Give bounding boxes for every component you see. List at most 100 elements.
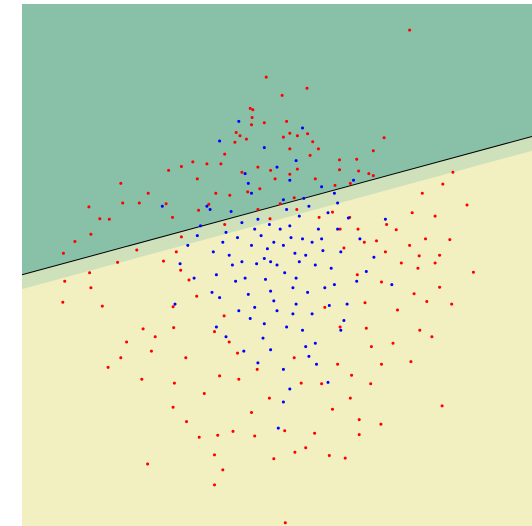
data-point-red <box>292 356 296 360</box>
data-point-blue <box>178 262 182 266</box>
data-point-blue <box>259 234 263 238</box>
data-point-red <box>179 165 183 168</box>
data-point-blue <box>332 283 336 287</box>
data-point-blue <box>210 290 214 294</box>
data-point-red <box>356 227 360 231</box>
data-point-blue <box>262 322 266 326</box>
data-point-blue <box>332 191 336 195</box>
data-point-red <box>213 483 216 487</box>
data-point-blue <box>336 201 340 205</box>
data-point-red <box>379 422 383 426</box>
data-point-blue <box>272 240 276 244</box>
data-point-blue <box>192 276 196 280</box>
data-point-red <box>258 187 262 191</box>
data-point-red <box>362 240 366 244</box>
data-point-red <box>369 382 373 386</box>
data-point-blue <box>221 240 225 244</box>
data-point-blue <box>237 119 241 123</box>
data-point-blue <box>256 361 260 365</box>
data-point-blue <box>306 290 310 294</box>
data-point-blue <box>218 139 222 143</box>
data-point-red <box>380 280 383 284</box>
data-point-blue <box>321 249 325 253</box>
data-point-red <box>465 203 469 207</box>
data-point-blue <box>208 208 212 211</box>
data-point-red <box>433 261 437 265</box>
data-point-blue <box>307 354 311 358</box>
data-point-blue <box>275 165 279 169</box>
data-point-blue <box>275 263 279 267</box>
data-point-red <box>391 341 395 345</box>
data-point-blue <box>294 159 298 163</box>
data-point-red <box>338 168 341 172</box>
data-point-red <box>195 294 199 298</box>
data-point-red <box>348 396 352 400</box>
data-point-red <box>162 259 165 263</box>
data-point-blue <box>230 263 234 267</box>
data-point-red <box>264 75 268 79</box>
data-point-blue <box>326 380 330 384</box>
data-point-blue <box>269 348 273 352</box>
data-point-red <box>255 367 259 371</box>
data-point-blue <box>310 240 314 244</box>
data-point-red <box>140 377 144 381</box>
data-point-red <box>135 248 139 252</box>
data-point-red <box>357 169 361 173</box>
data-point-red <box>338 227 342 231</box>
data-point-red <box>425 300 429 303</box>
data-point-blue <box>326 211 330 215</box>
data-point-red <box>357 418 361 422</box>
data-point-blue <box>224 335 228 339</box>
data-point-blue <box>339 328 343 332</box>
data-point-red <box>283 521 287 525</box>
data-point-red <box>197 435 201 439</box>
data-point-red <box>313 431 317 435</box>
data-point-blue <box>390 283 394 287</box>
data-point-red <box>213 453 216 457</box>
data-point-red <box>234 131 238 134</box>
data-point-blue <box>264 277 267 281</box>
data-point-blue <box>255 262 259 266</box>
data-point-red <box>250 123 253 127</box>
decision-boundary <box>21 135 532 276</box>
data-point-blue <box>288 178 292 182</box>
data-point-red <box>73 240 77 243</box>
data-point-red <box>61 251 65 255</box>
data-point-red <box>295 167 299 171</box>
data-point-blue <box>304 253 308 257</box>
data-point-red <box>153 335 157 339</box>
data-point-red <box>450 302 454 306</box>
data-point-red <box>306 132 310 136</box>
data-point-blue <box>275 309 279 313</box>
data-point-blue <box>320 185 324 189</box>
data-point-blue <box>307 204 311 208</box>
data-point-red <box>125 340 129 344</box>
data-point-red <box>174 250 178 254</box>
data-point-red <box>164 202 168 206</box>
data-point-red <box>409 360 413 364</box>
data-point-blue <box>294 276 298 280</box>
data-point-blue <box>315 362 318 366</box>
data-point-red <box>371 174 375 178</box>
data-point-red <box>207 202 211 206</box>
data-point-red <box>280 93 284 97</box>
data-point-red <box>146 462 150 466</box>
data-point-red <box>216 433 220 437</box>
data-point-blue <box>195 234 199 238</box>
data-point-red <box>195 177 199 181</box>
data-point-red <box>213 330 216 334</box>
data-point-blue <box>302 196 306 200</box>
data-point-red <box>327 454 331 457</box>
data-point-blue <box>345 302 349 306</box>
data-point-red <box>223 152 227 156</box>
data-point-red <box>116 260 120 264</box>
data-point-red <box>323 305 327 309</box>
data-point-red <box>119 181 123 185</box>
data-point-red <box>433 214 437 218</box>
data-point-blue <box>291 286 295 290</box>
data-point-red <box>348 181 352 185</box>
data-point-red <box>396 308 399 312</box>
region-upper <box>22 4 532 275</box>
data-point-blue <box>186 243 190 247</box>
